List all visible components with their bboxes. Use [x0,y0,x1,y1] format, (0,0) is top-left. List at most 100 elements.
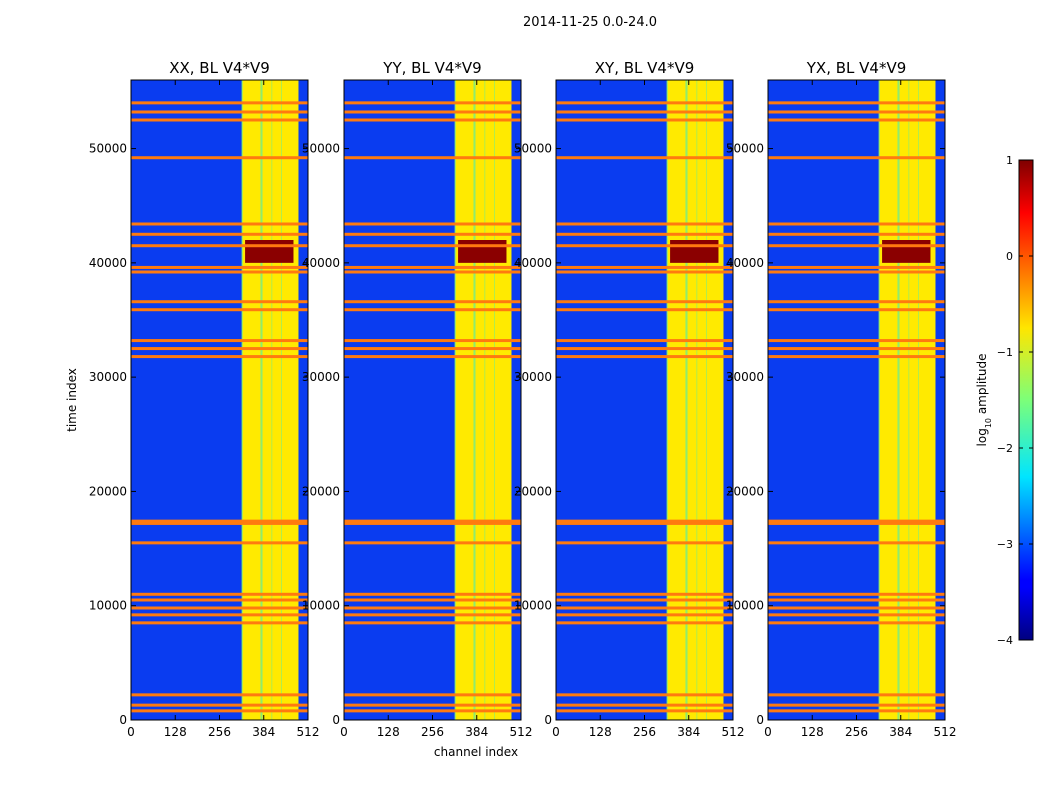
flagged-row [768,118,945,122]
bright-column [899,80,909,720]
bright-column [918,80,928,720]
flagged-row [768,265,945,269]
y-tick-label: 30000 [302,370,340,384]
flagged-row [344,519,521,523]
flagged-row [344,606,521,610]
flagged-row [768,244,945,248]
colorbar-tick-label: −4 [997,634,1013,647]
saturated-band [670,240,719,263]
x-tick-label: 384 [465,725,488,739]
flagged-row [344,347,521,351]
flagged-row [768,347,945,351]
y-tick-label: 10000 [89,599,127,613]
flagged-row [768,703,945,707]
colorbar-ticks: 1 0 −1 −2 −3 −4 [997,154,1033,647]
flagged-row [344,613,521,617]
flagged-row [556,308,733,312]
bright-column [926,80,936,720]
flagged-row [556,621,733,625]
colorbar-tick-label: 0 [1006,250,1013,263]
colorbar-tick-label: −1 [997,346,1013,359]
y-tick-label: 20000 [726,484,764,498]
flagged-row [131,265,308,269]
flagged-row [344,101,521,105]
y-tick-label: 20000 [89,484,127,498]
flagged-row [556,347,733,351]
x-tick-label: 128 [589,725,612,739]
x-tick-label: 0 [552,725,560,739]
y-tick-label: 30000 [726,370,764,384]
bright-column [676,80,686,720]
x-tick-label: 384 [252,725,275,739]
y-tick-label: 0 [544,713,552,727]
flagged-row [344,621,521,625]
y-tick-label: 40000 [514,256,552,270]
flagged-row [344,693,521,697]
flagged-row [556,598,733,602]
y-tick-label: 50000 [726,142,764,156]
bright-column [909,80,919,720]
flagged-row [556,355,733,359]
bright-column [455,80,465,720]
y-tick-label: 50000 [302,142,340,156]
panel-title: XY, BL V4*V9 [595,59,695,77]
flagged-row [556,606,733,610]
y-tick-label: 10000 [302,599,340,613]
panel-title: YX, BL V4*V9 [806,59,907,77]
flagged-row [344,118,521,122]
bright-column [464,80,474,720]
x-tick-label: 256 [208,725,231,739]
y-axis-label: time index [65,368,79,432]
flagged-row [344,308,521,312]
x-tick-label: 256 [845,725,868,739]
flagged-row [344,541,521,545]
bright-column [281,80,291,720]
flagged-row [131,308,308,312]
flagged-row [556,156,733,160]
flagged-row [768,156,945,160]
flagged-row [131,156,308,160]
flagged-row [556,222,733,226]
x-tick-label: 256 [421,725,444,739]
flagged-row [768,693,945,697]
flagged-row [131,521,308,525]
flagged-row [344,110,521,114]
x-tick-label: 0 [127,725,135,739]
flagged-row [768,339,945,343]
panel-title: YY, BL V4*V9 [382,59,481,77]
flagged-row [131,270,308,274]
flagged-row [131,621,308,625]
flagged-row [131,592,308,596]
flagged-row [768,222,945,226]
colorbar-label: log10 amplitude [975,354,993,447]
flagged-row [556,339,733,343]
bright-column [251,80,261,720]
bright-column [687,80,697,720]
flagged-row [344,265,521,269]
y-tick-label: 10000 [726,599,764,613]
bright-column [879,80,889,720]
flagged-row [556,101,733,105]
x-axis-label: channel index [434,745,518,759]
flagged-row [556,703,733,707]
y-tick-label: 20000 [302,484,340,498]
x-tick-label: 384 [889,725,912,739]
y-tick-label: 0 [332,713,340,727]
flagged-row [344,592,521,596]
x-tick-label: 512 [934,725,957,739]
x-tick-label: 128 [377,725,400,739]
panel-4: YX, BL V4*V9 0 128 256 384 512 0 10000 20000 3000… [726,59,957,739]
x-tick-label: 0 [764,725,772,739]
flagged-row [768,598,945,602]
y-tick-label: 10000 [514,599,552,613]
figure-title: 2014-11-25 0.0-24.0 [523,15,657,30]
flagged-row [344,300,521,304]
y-tick-label: 40000 [89,256,127,270]
flagged-row [556,613,733,617]
flagged-row [344,598,521,602]
flagged-row [131,244,308,248]
flagged-row [344,222,521,226]
flagged-row [768,709,945,713]
flagged-row [344,355,521,359]
colorbar-tick-label: −3 [997,538,1013,551]
